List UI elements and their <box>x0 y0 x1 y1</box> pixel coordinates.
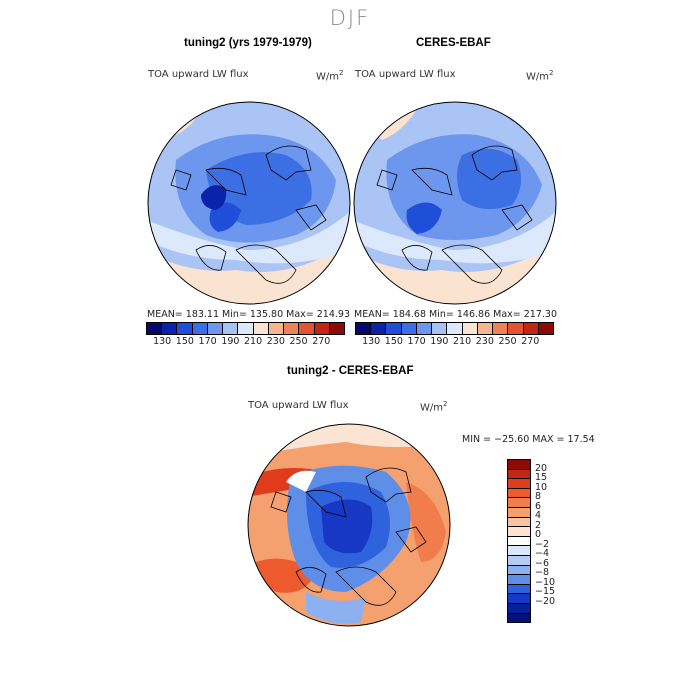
panel-2-colorbar-swatch <box>356 323 372 334</box>
panel-2-colorbar-swatch <box>538 323 554 334</box>
diff-colorbar-swatch <box>508 527 530 537</box>
panel-1-variable: TOA upward LW flux <box>148 69 249 80</box>
diff-colorbar-swatch <box>508 507 530 518</box>
diff-colorbar-swatch <box>508 469 530 480</box>
diff-colorbar-swatch <box>508 565 530 576</box>
panel-1-colorbar-tick-label: 190 <box>221 336 240 347</box>
panel-1-colorbar-swatch <box>253 323 269 334</box>
panel-2-colorbar-tick-label: 250 <box>498 336 517 347</box>
diff-colorbar-tick-label: −4 <box>535 548 550 560</box>
diff-colorbar-swatch <box>508 479 530 489</box>
panel-2-colorbar-swatch <box>416 323 433 334</box>
panel-2-colorbar-swatch <box>447 323 463 334</box>
panel-2-title: CERES-EBAF <box>416 37 491 49</box>
diff-colorbar-tick-label: 6 <box>535 500 542 512</box>
diff-colorbar-swatch <box>508 555 530 566</box>
diff-map <box>247 423 451 627</box>
panel-2-colorbar-tick-label: 150 <box>384 336 403 347</box>
diff-colorbar-tick-label: −8 <box>535 567 550 579</box>
diff-stats: MIN = −25.60 MAX = 17.54 <box>462 434 595 445</box>
diff-colorbar-swatch <box>508 613 530 623</box>
panel-2-stats: MEAN= 184.68 Min= 146.86 Max= 217.30 <box>354 309 558 320</box>
panel-1-colorbar-swatch <box>268 323 285 334</box>
panel-2-colorbar <box>355 322 554 335</box>
diff-colorbar-tick-label: −2 <box>535 538 550 550</box>
panel-2-colorbar-tick-label: 210 <box>452 336 472 347</box>
diff-colorbar-tick-label: 2 <box>535 519 542 531</box>
panel-1-colorbar-swatch <box>177 323 193 334</box>
panel-2-colorbar-tick-label: 230 <box>475 336 494 347</box>
panel-1-colorbar-tick-label: 230 <box>266 336 285 347</box>
diff-colorbar-swatch <box>508 603 530 614</box>
panel-1-colorbar-swatch <box>314 323 330 334</box>
panel-2-colorbar-swatch <box>462 323 478 334</box>
diff-colorbar-swatch <box>508 536 530 547</box>
diff-variable: TOA upward LW flux <box>248 400 349 411</box>
diff-colorbar-tick-label: 10 <box>535 481 548 493</box>
panel-2-colorbar-swatch <box>508 323 524 334</box>
panel-2-colorbar-swatch <box>371 323 387 334</box>
panel-1-title: tuning2 (yrs 1979-1979) <box>184 37 312 49</box>
diff-colorbar-swatch <box>508 546 530 556</box>
diff-colorbar-swatch <box>508 584 530 595</box>
diff-title: tuning2 - CERES-EBAF <box>287 365 414 377</box>
diff-colorbar-tick-label: 4 <box>535 510 542 522</box>
panel-1-colorbar-swatch <box>329 323 345 334</box>
panel-1-map <box>147 101 351 305</box>
panel-2-map <box>353 101 557 305</box>
panel-2-colorbar-tick-label: 270 <box>521 336 540 347</box>
diff-colorbar-swatch <box>508 460 530 470</box>
panel-1-colorbar-tick-label: 170 <box>198 336 217 347</box>
panel-2-colorbar-swatch <box>523 323 539 334</box>
panel-2-colorbar-swatch <box>386 323 402 334</box>
panel-1-stats: MEAN= 183.11 Min= 135.80 Max= 214.93 <box>147 309 351 320</box>
panel-2-colorbar-swatch <box>432 323 448 334</box>
diff-colorbar-swatch <box>508 575 530 585</box>
diff-colorbar-tick-label: 8 <box>535 491 542 503</box>
panel-2-colorbar-tick-label: 170 <box>407 336 426 347</box>
panel-1-colorbar-tick-label: 250 <box>289 336 308 347</box>
diff-colorbar <box>507 459 531 623</box>
diff-colorbar-swatch <box>508 488 530 499</box>
panel-1-colorbar-swatch <box>223 323 239 334</box>
panel-1-colorbar-swatch <box>299 323 315 334</box>
panel-1-colorbar-tick-label: 150 <box>175 336 194 347</box>
diff-colorbar-tick-label: 15 <box>535 472 548 484</box>
diff-colorbar-tick-label: −6 <box>535 557 550 569</box>
panel-2-colorbar-swatch <box>477 323 494 334</box>
panel-1-colorbar-swatch <box>238 323 254 334</box>
season-title: DJF <box>329 6 371 30</box>
panel-2-colorbar-swatch <box>401 323 417 334</box>
diff-colorbar-swatch <box>508 498 530 508</box>
panel-2-colorbar-tick-label: 190 <box>430 336 449 347</box>
diff-colorbar-tick-label: −20 <box>535 595 556 607</box>
panel-2-variable: TOA upward LW flux <box>355 69 456 80</box>
diff-colorbar-tick-label: 0 <box>535 529 542 541</box>
panel-1-colorbar-tick-label: 270 <box>312 336 331 347</box>
panel-1-colorbar-swatch <box>207 323 224 334</box>
diff-units: W/m2 <box>420 400 448 414</box>
panel-2-units: W/m2 <box>526 69 554 83</box>
panel-2-colorbar-tick-label: 130 <box>362 336 381 347</box>
diff-colorbar-tick-label: 20 <box>535 462 548 474</box>
panel-1-units: W/m2 <box>316 69 344 83</box>
panel-2-colorbar-swatch <box>493 323 509 334</box>
panel-1-colorbar-tick-label: 130 <box>153 336 172 347</box>
panel-1-colorbar-swatch <box>162 323 178 334</box>
panel-1-colorbar <box>146 322 345 335</box>
diff-colorbar-swatch <box>508 594 530 604</box>
diff-colorbar-swatch <box>508 517 530 528</box>
panel-1-colorbar-tick-label: 210 <box>243 336 263 347</box>
diff-colorbar-tick-label: −15 <box>535 586 556 598</box>
panel-1-colorbar-swatch <box>192 323 208 334</box>
diff-colorbar-tick-label: −10 <box>535 576 556 588</box>
panel-1-colorbar-swatch <box>284 323 300 334</box>
panel-1-colorbar-swatch <box>147 323 163 334</box>
